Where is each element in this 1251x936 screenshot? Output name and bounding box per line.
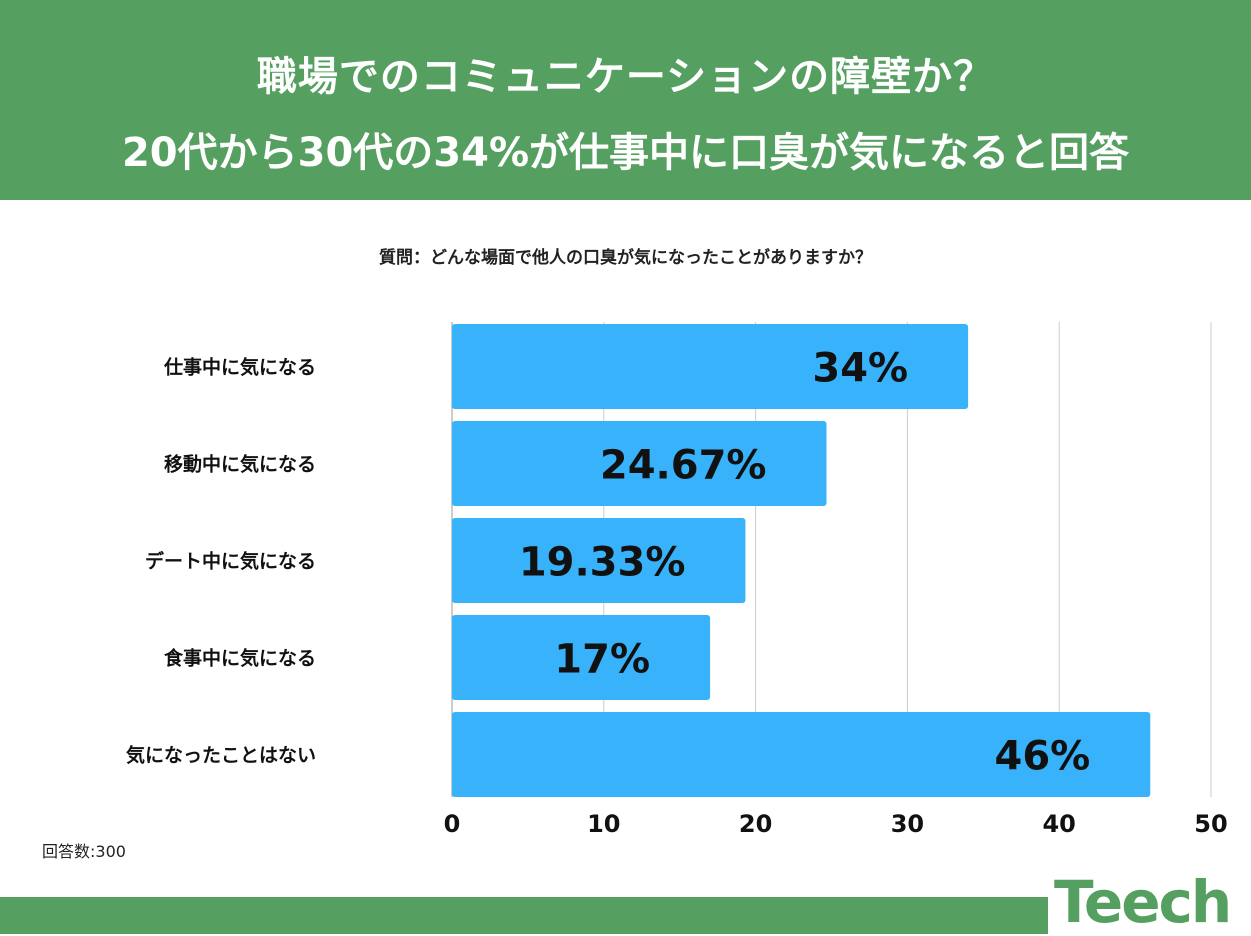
x-tick-label: 50: [1194, 810, 1227, 838]
category-label: 気になったことはない: [126, 744, 316, 767]
teech-logo: Teech: [1048, 868, 1251, 936]
x-tick-label: 10: [587, 810, 620, 838]
data-label: 46%: [995, 734, 1091, 780]
x-tick-label: 0: [444, 810, 461, 838]
bar: [452, 421, 827, 506]
category-label: 仕事中に気になる: [163, 356, 316, 379]
bar: [452, 324, 969, 409]
data-label: 19.33%: [519, 540, 686, 586]
footer-band: [0, 897, 1251, 934]
question-text: 質問：どんな場面で他人の口臭が気になったことがありますか？: [379, 248, 872, 268]
bar-chart: 34% 24.67% 19.33% 17% 46% 仕事中に気になる移動中に気になるデー…: [126, 322, 1228, 838]
category-label: デート中に気になる: [145, 550, 316, 573]
data-label: 17%: [554, 637, 650, 683]
title-banner: 職場でのコミュニケーションの障壁か？ 20代から30代の34%が仕事中に口臭が気…: [0, 0, 1251, 200]
data-label: 34%: [812, 346, 908, 392]
category-label: 移動中に気になる: [164, 453, 316, 476]
title-line-2: 20代から30代の34%が仕事中に口臭が気になると回答: [121, 130, 1130, 176]
x-tick-label: 20: [739, 810, 772, 838]
data-label: 24.67%: [600, 443, 767, 489]
title-line-1: 職場でのコミュニケーションの障壁か？: [256, 54, 995, 100]
logo-text: Teech: [1054, 868, 1232, 936]
x-tick-label: 40: [1042, 810, 1075, 838]
bar: [452, 712, 1151, 797]
category-label: 食事中に気になる: [164, 647, 316, 670]
x-tick-label: 30: [891, 810, 924, 838]
bar: [452, 518, 746, 603]
bar: [452, 615, 711, 700]
respondent-count: 回答数:300: [42, 842, 126, 861]
